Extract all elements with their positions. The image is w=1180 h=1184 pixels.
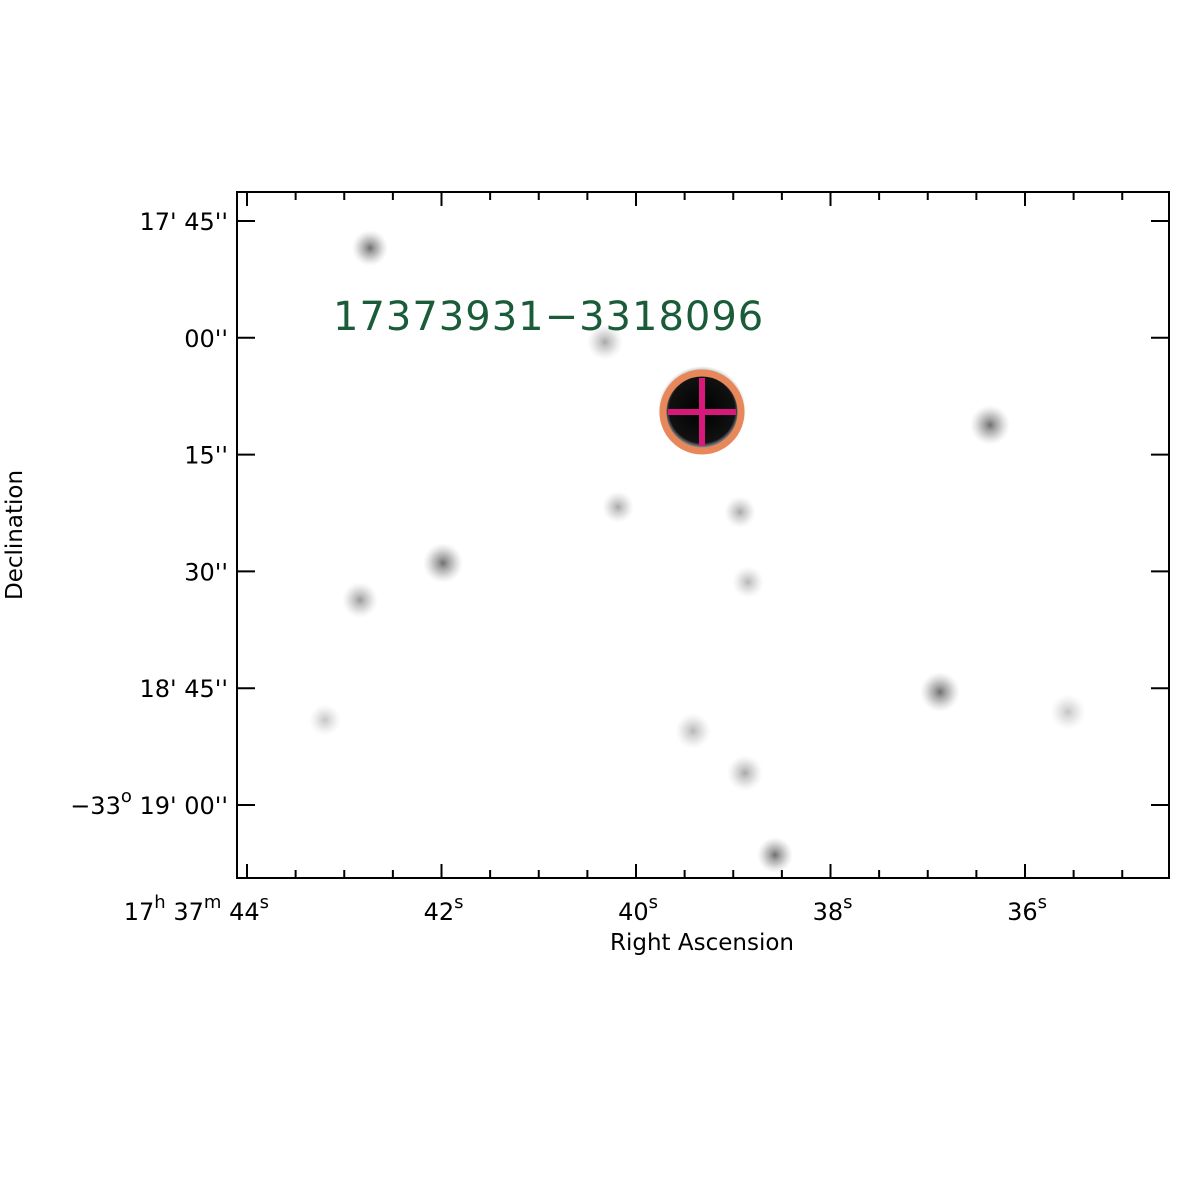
tick-label: 18' 45'' — [140, 675, 229, 703]
tick-label: 42s — [424, 892, 464, 926]
target-marker — [659, 369, 745, 455]
sky-image — [237, 192, 1169, 878]
tick-label-part: 00'' — [184, 325, 228, 353]
tick-label: 36s — [1007, 892, 1047, 926]
tick-label-superscript: s — [454, 892, 463, 913]
tick-label-part: 17' 45'' — [140, 208, 229, 236]
tick-label-part: 18' 45'' — [140, 675, 229, 703]
plot-frame — [236, 191, 1170, 879]
tick-label-superscript: s — [260, 892, 269, 913]
tick-label-part: 17 — [124, 898, 155, 926]
tick-label: 00'' — [184, 325, 228, 353]
tick-label-part: 36 — [1007, 898, 1038, 926]
tick-label-superscript: s — [843, 892, 852, 913]
tick-label-superscript: s — [1038, 892, 1047, 913]
y-axis-title: Declination — [2, 470, 28, 600]
tick-label: 38s — [813, 892, 853, 926]
tick-label-part: 37 — [166, 898, 204, 926]
tick-label: 40s — [618, 892, 658, 926]
x-axis-title: Right Ascension — [610, 930, 794, 956]
tick-label-part: 19' 00'' — [132, 792, 228, 820]
tick-label: 30'' — [184, 558, 228, 586]
axis-ticks — [237, 192, 1169, 878]
tick-label-part: −33 — [70, 792, 121, 820]
source-label: 17373931−3318096 — [333, 294, 764, 340]
tick-label-superscript: s — [649, 892, 658, 913]
tick-label-part: 42 — [424, 898, 455, 926]
tick-label: 15'' — [184, 442, 228, 470]
tick-label-superscript: o — [121, 786, 132, 807]
tick-label-part: 40 — [618, 898, 649, 926]
tick-label-part: 44 — [221, 898, 259, 926]
tick-label: −33o 19' 00'' — [70, 786, 228, 820]
tick-label: 17h 37m 44s — [124, 892, 269, 926]
tick-label-superscript: m — [204, 892, 222, 913]
tick-label-part: 30'' — [184, 558, 228, 586]
tick-label-part: 38 — [813, 898, 844, 926]
tick-label-superscript: h — [154, 892, 165, 913]
tick-label: 17' 45'' — [140, 208, 229, 236]
tick-label-part: 15'' — [184, 442, 228, 470]
